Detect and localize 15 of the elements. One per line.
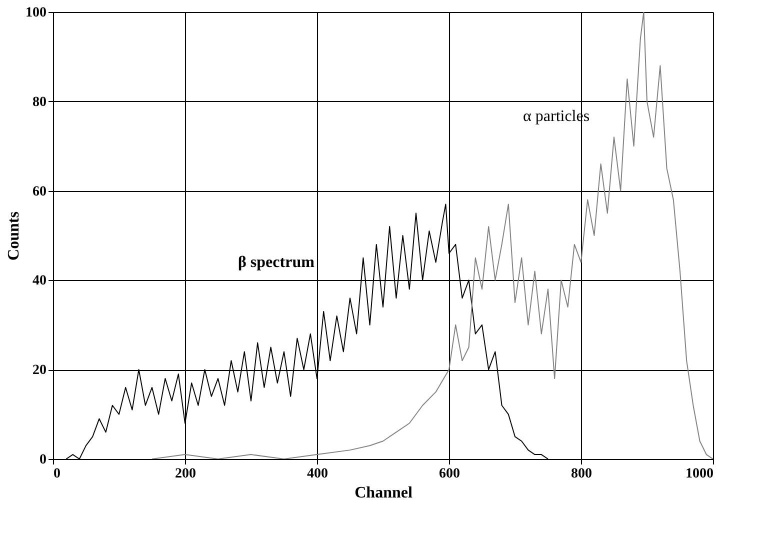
x-tick-label: 600 [439,466,460,482]
y-tick-label: 80 [32,94,46,110]
x-tick-label: 400 [307,466,328,482]
y-axis-title: Counts [6,212,22,260]
x-tick-label: 200 [175,466,196,482]
y-tick-label: 60 [32,184,46,200]
y-tick-label: 100 [26,6,46,20]
y-tick-label: 40 [32,274,46,289]
x-axis-title: Channel [354,484,413,502]
x-tick-label: 800 [571,466,592,482]
text: β spectrum [238,254,316,271]
y-tick-label: 0 [40,452,46,468]
x-tick-label: 0 [54,466,60,482]
x-tick-label: 1000 [686,466,714,482]
y-tick-label: 20 [32,363,46,378]
